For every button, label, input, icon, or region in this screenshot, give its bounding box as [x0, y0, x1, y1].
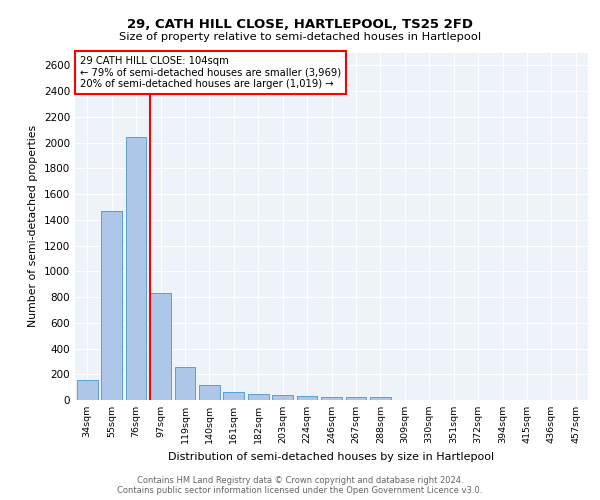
Bar [101, 211, 122, 400]
Bar [272, 395, 293, 400]
X-axis label: Distribution of semi-detached houses by size in Hartlepool: Distribution of semi-detached houses by … [169, 452, 494, 462]
Text: Size of property relative to semi-detached houses in Hartlepool: Size of property relative to semi-detach… [119, 32, 481, 42]
Bar [175, 367, 196, 400]
Bar [199, 384, 220, 400]
Bar [370, 398, 391, 400]
Text: 29 CATH HILL CLOSE: 104sqm
← 79% of semi-detached houses are smaller (3,969)
20%: 29 CATH HILL CLOSE: 104sqm ← 79% of semi… [80, 56, 341, 89]
Text: Contains HM Land Registry data © Crown copyright and database right 2024.
Contai: Contains HM Land Registry data © Crown c… [118, 476, 482, 495]
Bar [125, 138, 146, 400]
Y-axis label: Number of semi-detached properties: Number of semi-detached properties [28, 125, 38, 328]
Bar [321, 397, 342, 400]
Text: 29, CATH HILL CLOSE, HARTLEPOOL, TS25 2FD: 29, CATH HILL CLOSE, HARTLEPOOL, TS25 2F… [127, 18, 473, 30]
Bar [223, 392, 244, 400]
Bar [296, 396, 317, 400]
Bar [346, 398, 367, 400]
Bar [150, 293, 171, 400]
Bar [248, 394, 269, 400]
Bar [77, 380, 98, 400]
